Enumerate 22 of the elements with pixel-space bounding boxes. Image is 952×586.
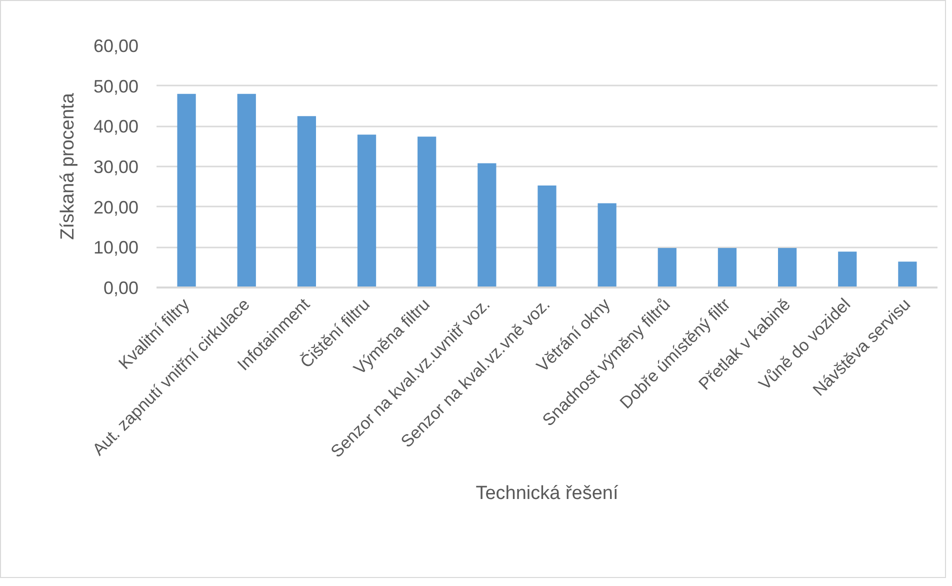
bar — [538, 185, 556, 288]
y-tick-label: 0,00 — [103, 278, 139, 298]
y-tick-label: 50,00 — [93, 76, 139, 96]
bar — [237, 94, 256, 288]
bar — [778, 248, 797, 288]
bar — [838, 252, 857, 288]
bar — [357, 134, 376, 288]
x-axis-title: Technická řešení — [476, 482, 620, 504]
bar — [718, 248, 737, 288]
y-axis-title: Získaná procenta — [57, 92, 78, 240]
bar — [658, 248, 676, 288]
bar — [418, 136, 436, 288]
y-tick-label: 60,00 — [93, 36, 139, 56]
y-tick-label: 20,00 — [93, 197, 139, 218]
y-tick-label: 30,00 — [93, 157, 139, 177]
bar — [297, 116, 316, 288]
bar — [478, 163, 496, 288]
bar — [598, 203, 616, 288]
bar — [177, 94, 196, 288]
y-tick-label: 10,00 — [93, 238, 139, 258]
y-tick-label: 40,00 — [93, 116, 139, 137]
bar — [898, 262, 917, 288]
